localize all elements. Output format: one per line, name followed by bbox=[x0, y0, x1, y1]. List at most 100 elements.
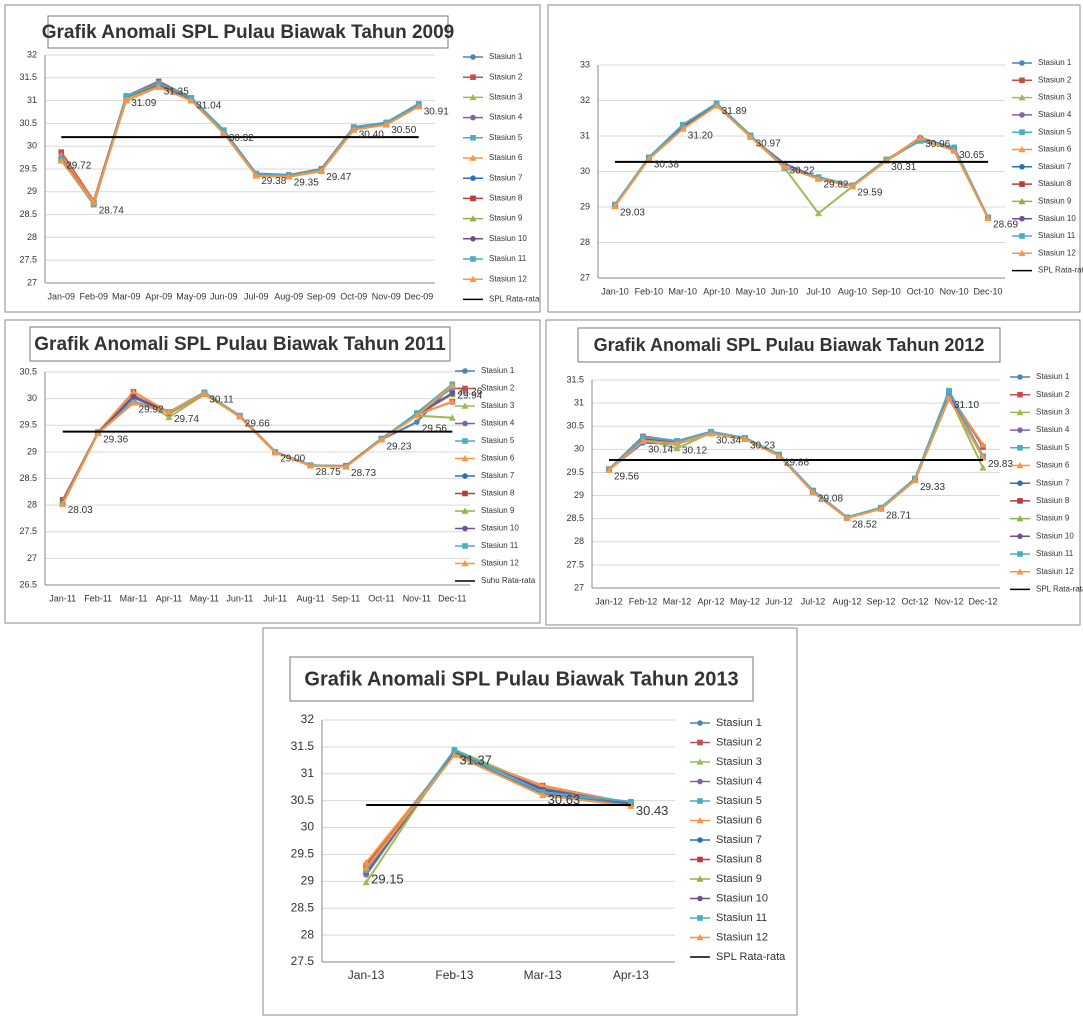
legend-label: Stasiun 2 bbox=[489, 72, 523, 81]
point-marker bbox=[950, 147, 958, 154]
legend-label: Stasiun 4 bbox=[1038, 110, 1072, 119]
point-marker bbox=[605, 466, 613, 473]
x-tick-label: Mar-12 bbox=[663, 596, 692, 606]
legend-marker bbox=[1019, 129, 1025, 135]
data-label: 29.00 bbox=[280, 454, 305, 465]
data-label: 28.74 bbox=[99, 205, 124, 216]
data-label: 29.66 bbox=[245, 418, 270, 429]
point-marker bbox=[350, 126, 358, 133]
legend-marker bbox=[697, 837, 703, 843]
series-line bbox=[365, 753, 631, 869]
data-label: 30.32 bbox=[229, 133, 254, 144]
point-marker bbox=[342, 463, 350, 470]
y-tick-label: 27 bbox=[27, 277, 37, 287]
legend-marker bbox=[469, 93, 477, 101]
data-label: 29.15 bbox=[371, 872, 404, 887]
y-tick-label: 31.5 bbox=[291, 739, 315, 753]
chart: Grafik Anomali SPL Pulau Biawak Tahun 20… bbox=[4, 4, 541, 313]
x-tick-label: Aug-09 bbox=[274, 291, 303, 301]
legend-label: Stasiun 6 bbox=[489, 153, 523, 162]
point-marker bbox=[640, 434, 646, 441]
y-tick-label: 26.5 bbox=[19, 579, 37, 589]
legend-marker bbox=[697, 895, 703, 902]
point-marker bbox=[187, 97, 195, 104]
point-marker bbox=[979, 441, 987, 448]
point-marker bbox=[130, 388, 138, 395]
title-box bbox=[47, 15, 449, 49]
x-tick-label: Jul-10 bbox=[806, 286, 831, 296]
x-tick-label: Mar-10 bbox=[669, 286, 698, 296]
legend-label: Stasiun 5 bbox=[1038, 127, 1072, 136]
legend-label: Stasiun 9 bbox=[481, 506, 515, 515]
x-tick-label: Feb-10 bbox=[635, 286, 664, 296]
chart-title: Grafik Anomali SPL Pulau Biawak Tahun 20… bbox=[304, 668, 738, 690]
x-tick-label: Feb-13 bbox=[435, 968, 473, 982]
legend-marker bbox=[469, 275, 477, 282]
legend-label: Stasiun 5 bbox=[1036, 443, 1070, 452]
legend-marker bbox=[470, 236, 476, 242]
y-tick-label: 30 bbox=[574, 444, 584, 454]
point-marker bbox=[165, 413, 173, 421]
y-tick-label: 30.5 bbox=[291, 793, 315, 807]
x-tick-label: Mar-09 bbox=[112, 291, 141, 301]
legend-label: Stasiun 4 bbox=[1036, 425, 1070, 434]
data-label: 30.97 bbox=[756, 139, 781, 150]
x-tick-label: Mar-13 bbox=[524, 968, 562, 982]
point-marker bbox=[200, 389, 208, 397]
legend-marker bbox=[1016, 462, 1024, 469]
point-marker bbox=[362, 859, 370, 866]
legend-label: Stasiun 4 bbox=[481, 419, 515, 428]
x-tick-label: Aug-12 bbox=[832, 596, 861, 606]
point-marker bbox=[911, 476, 919, 484]
data-label: 30.22 bbox=[790, 165, 815, 176]
y-tick-label: 32 bbox=[27, 49, 37, 59]
legend-marker bbox=[462, 490, 468, 497]
legend-marker bbox=[1019, 112, 1025, 118]
point-marker bbox=[945, 394, 953, 401]
data-label: 28.52 bbox=[852, 519, 877, 530]
point-marker bbox=[377, 436, 385, 443]
point-marker bbox=[451, 747, 458, 753]
series-line bbox=[614, 104, 989, 219]
data-label: 29.03 bbox=[620, 208, 645, 219]
x-tick-label: May-12 bbox=[730, 596, 760, 606]
data-label: 29.72 bbox=[66, 161, 91, 172]
legend-label: Stasiun 7 bbox=[1038, 162, 1072, 171]
x-tick-label: Nov-09 bbox=[372, 291, 401, 301]
legend-marker bbox=[1017, 498, 1023, 504]
point-marker bbox=[448, 414, 456, 421]
y-tick-label: 31 bbox=[301, 766, 315, 780]
point-marker bbox=[639, 437, 647, 444]
y-tick-label: 29 bbox=[580, 201, 590, 211]
y-tick-label: 32 bbox=[580, 95, 590, 105]
data-label: 28.69 bbox=[993, 220, 1018, 231]
legend-label: Stasiun 12 bbox=[716, 931, 768, 943]
point-marker bbox=[713, 102, 721, 109]
x-tick-label: Apr-10 bbox=[703, 286, 730, 296]
chart: Grafik Anomali SPL Pulau Biawak Tahun 20… bbox=[4, 319, 541, 624]
title-box bbox=[289, 656, 754, 702]
point-marker bbox=[90, 199, 98, 206]
x-tick-label: Nov-12 bbox=[934, 596, 963, 606]
x-tick-label: Jan-13 bbox=[348, 968, 385, 982]
y-tick-label: 29.5 bbox=[566, 467, 584, 477]
legend-label: Stasiun 1 bbox=[716, 717, 762, 729]
x-tick-label: Nov-10 bbox=[940, 286, 969, 296]
point-marker bbox=[877, 505, 885, 512]
legend-marker bbox=[469, 215, 477, 222]
legend-label: Stasiun 11 bbox=[489, 254, 527, 263]
data-label: 31.89 bbox=[722, 106, 747, 117]
legend-label: Stasiun 8 bbox=[1038, 179, 1072, 188]
legend-marker bbox=[470, 135, 476, 141]
legend-marker bbox=[470, 195, 476, 202]
x-tick-label: Jul-12 bbox=[801, 596, 826, 606]
y-tick-label: 31.5 bbox=[19, 72, 37, 82]
legend-marker bbox=[697, 720, 703, 726]
legend-label: Stasiun 7 bbox=[481, 471, 515, 480]
legend-label: Stasiun 1 bbox=[489, 52, 523, 61]
legend-label: Stasiun 3 bbox=[489, 93, 523, 102]
x-tick-label: Aug-10 bbox=[838, 286, 867, 296]
data-label: 29.38 bbox=[261, 176, 286, 187]
point-marker bbox=[307, 462, 315, 469]
